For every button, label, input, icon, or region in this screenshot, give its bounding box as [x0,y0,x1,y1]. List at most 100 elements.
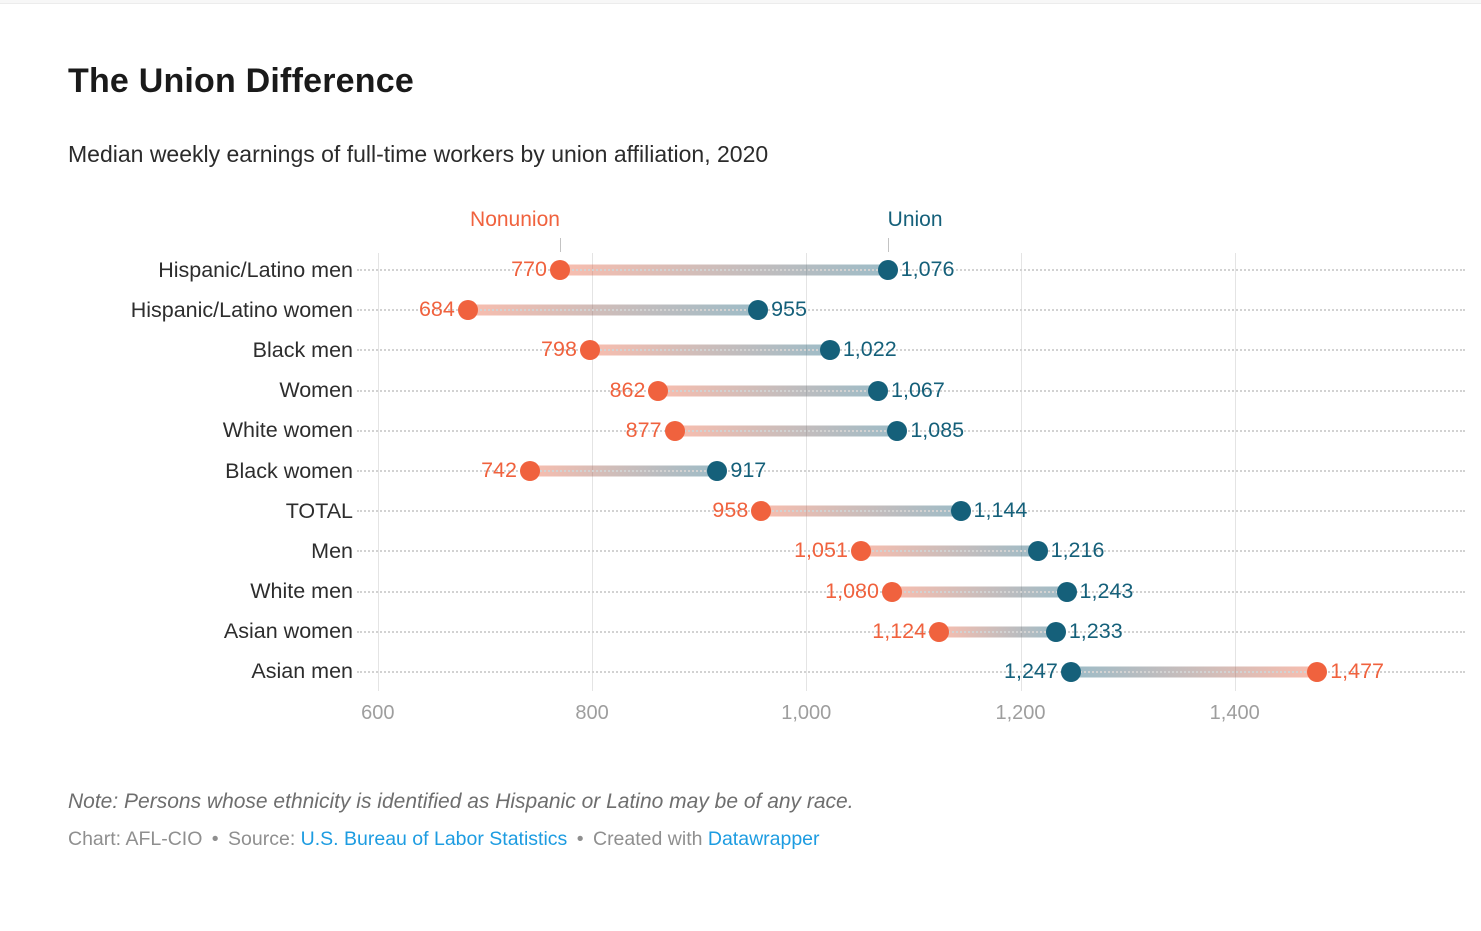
category-label: TOTAL [285,498,353,523]
row-plot-area: 684 955 [357,290,1465,330]
category-label: Black men [252,337,353,362]
chart-byline: Chart: AFL-CIO • Source: U.S. Bureau of … [68,828,1465,851]
row-leader-line [357,349,1465,352]
chart-note: Note: Persons whose ethnicity is identif… [68,790,854,814]
nonunion-dot [648,380,669,401]
dumbbell-chart: Nonunion Union Hispanic/Latino men 770 1,07… [68,208,1465,730]
union-value-label: 1,216 [1050,538,1105,563]
row-leader-line [357,269,1465,272]
nonunion-value-label: 877 [625,417,662,442]
axis-tick-label-1400: 1,400 [1209,702,1260,725]
chart-row: Women 862 1,067 [68,371,1465,411]
category-label: Men [311,538,353,563]
union-value-label: 917 [730,458,767,483]
chart-row: Black women 742 917 [68,451,1465,491]
row-leader-line [357,670,1465,673]
chart-credit: Chart: AFL-CIO [68,828,203,851]
nonunion-value-label: 1,051 [794,538,848,563]
top-edge-strip [0,0,1481,4]
row-leader-line [357,510,1465,513]
row-leader-line [357,630,1465,633]
nonunion-dot [1307,661,1328,682]
axis-tick-label-800: 800 [575,702,609,725]
union-value-label: 1,022 [842,337,897,362]
chart-row: Asian women 1,124 1,233 [68,612,1465,652]
row-leader-line [357,470,1465,473]
category-label: Hispanic/Latino men [158,257,353,282]
axis-tick-label-1200: 1,200 [995,702,1046,725]
category-label: Asian women [223,619,353,644]
nonunion-dot [751,501,772,522]
source-link[interactable]: U.S. Bureau of Labor Statistics [300,828,568,851]
nonunion-dot [549,260,570,281]
byline-separator: • [576,828,584,851]
row-plot-area: 877 1,085 [357,411,1465,451]
row-plot-area: 798 1,022 [357,330,1465,370]
legend-pointer-tick [559,238,562,252]
nonunion-value-label: 742 [481,458,517,483]
nonunion-value-label: 958 [712,498,749,523]
nonunion-value-label: 798 [541,337,577,362]
union-dot [877,260,898,281]
nonunion-dot [850,541,871,562]
datawrapper-link[interactable]: Datawrapper [707,828,820,851]
nonunion-value-label: 862 [609,377,646,402]
chart-content: The Union Difference Median weekly earni… [0,62,1481,851]
nonunion-value-label: 1,477 [1330,658,1384,683]
union-dot [748,300,769,321]
chart-row: Black men 798 1,022 [68,330,1465,370]
created-with-label: Created with [592,828,703,851]
union-dot [819,340,840,361]
legend-pointer-tick [887,238,890,252]
nonunion-dot [664,420,685,441]
row-plot-area: 958 1,144 [357,491,1465,531]
axis-tick-label-1000: 1,000 [781,702,832,725]
union-dot [868,380,889,401]
union-value-label: 1,076 [900,257,955,282]
chart-title: The Union Difference [68,62,414,100]
union-value-label: 1,067 [891,377,945,402]
union-dot [1056,581,1077,602]
nonunion-dot [519,461,540,482]
source-label: Source: [228,828,296,851]
chart-row: White women 877 1,085 [68,411,1465,451]
nonunion-value-label: 1,124 [872,618,927,643]
category-label: White women [222,418,353,443]
row-plot-area: 742 917 [357,451,1465,491]
row-plot-area: 1,124 1,233 [357,612,1465,652]
union-value-label: 1,085 [910,417,965,442]
union-dot [1060,661,1081,682]
chart-subtitle: Median weekly earnings of full-time work… [68,141,769,167]
nonunion-dot [457,300,478,321]
union-value-label: 1,243 [1079,578,1134,603]
plot-rows: Hispanic/Latino men 770 1,076 Hispanic/Lati… [68,250,1465,692]
chart-row: Hispanic/Latino men 770 1,076 [68,250,1465,290]
row-plot-area: 862 1,067 [357,371,1465,411]
axis-grid: 600 800 1,000 1,200 1,400 [68,692,1465,730]
legend: Nonunion Union [365,208,1465,252]
x-axis: 600 800 1,000 1,200 1,400 [361,696,1465,730]
chart-row: White men 1,080 1,243 [68,572,1465,612]
chart-row: Hispanic/Latino women 684 955 [68,290,1465,330]
row-leader-line [357,590,1465,593]
union-value-label: 1,247 [1004,658,1058,683]
row-leader-line [357,429,1465,432]
chart-row: Asian men 1,247 1,477 [68,652,1465,692]
nonunion-value-label: 1,080 [825,578,879,603]
union-value-label: 955 [771,297,807,322]
category-label: Hispanic/Latino women [130,297,353,322]
nonunion-dot [881,581,902,602]
category-label: Asian men [251,659,353,684]
nonunion-value-label: 770 [511,257,547,282]
union-value-label: 1,144 [973,498,1028,523]
row-plot-area: 1,080 1,243 [357,572,1465,612]
union-dot [887,420,908,441]
category-label: Black women [225,458,353,483]
union-dot [1045,621,1066,642]
row-plot-area: 1,247 1,477 [357,652,1465,692]
row-leader-line [357,309,1465,312]
union-dot [707,461,728,482]
legend-label-nonunion: Nonunion [470,208,560,231]
union-dot [950,501,971,522]
